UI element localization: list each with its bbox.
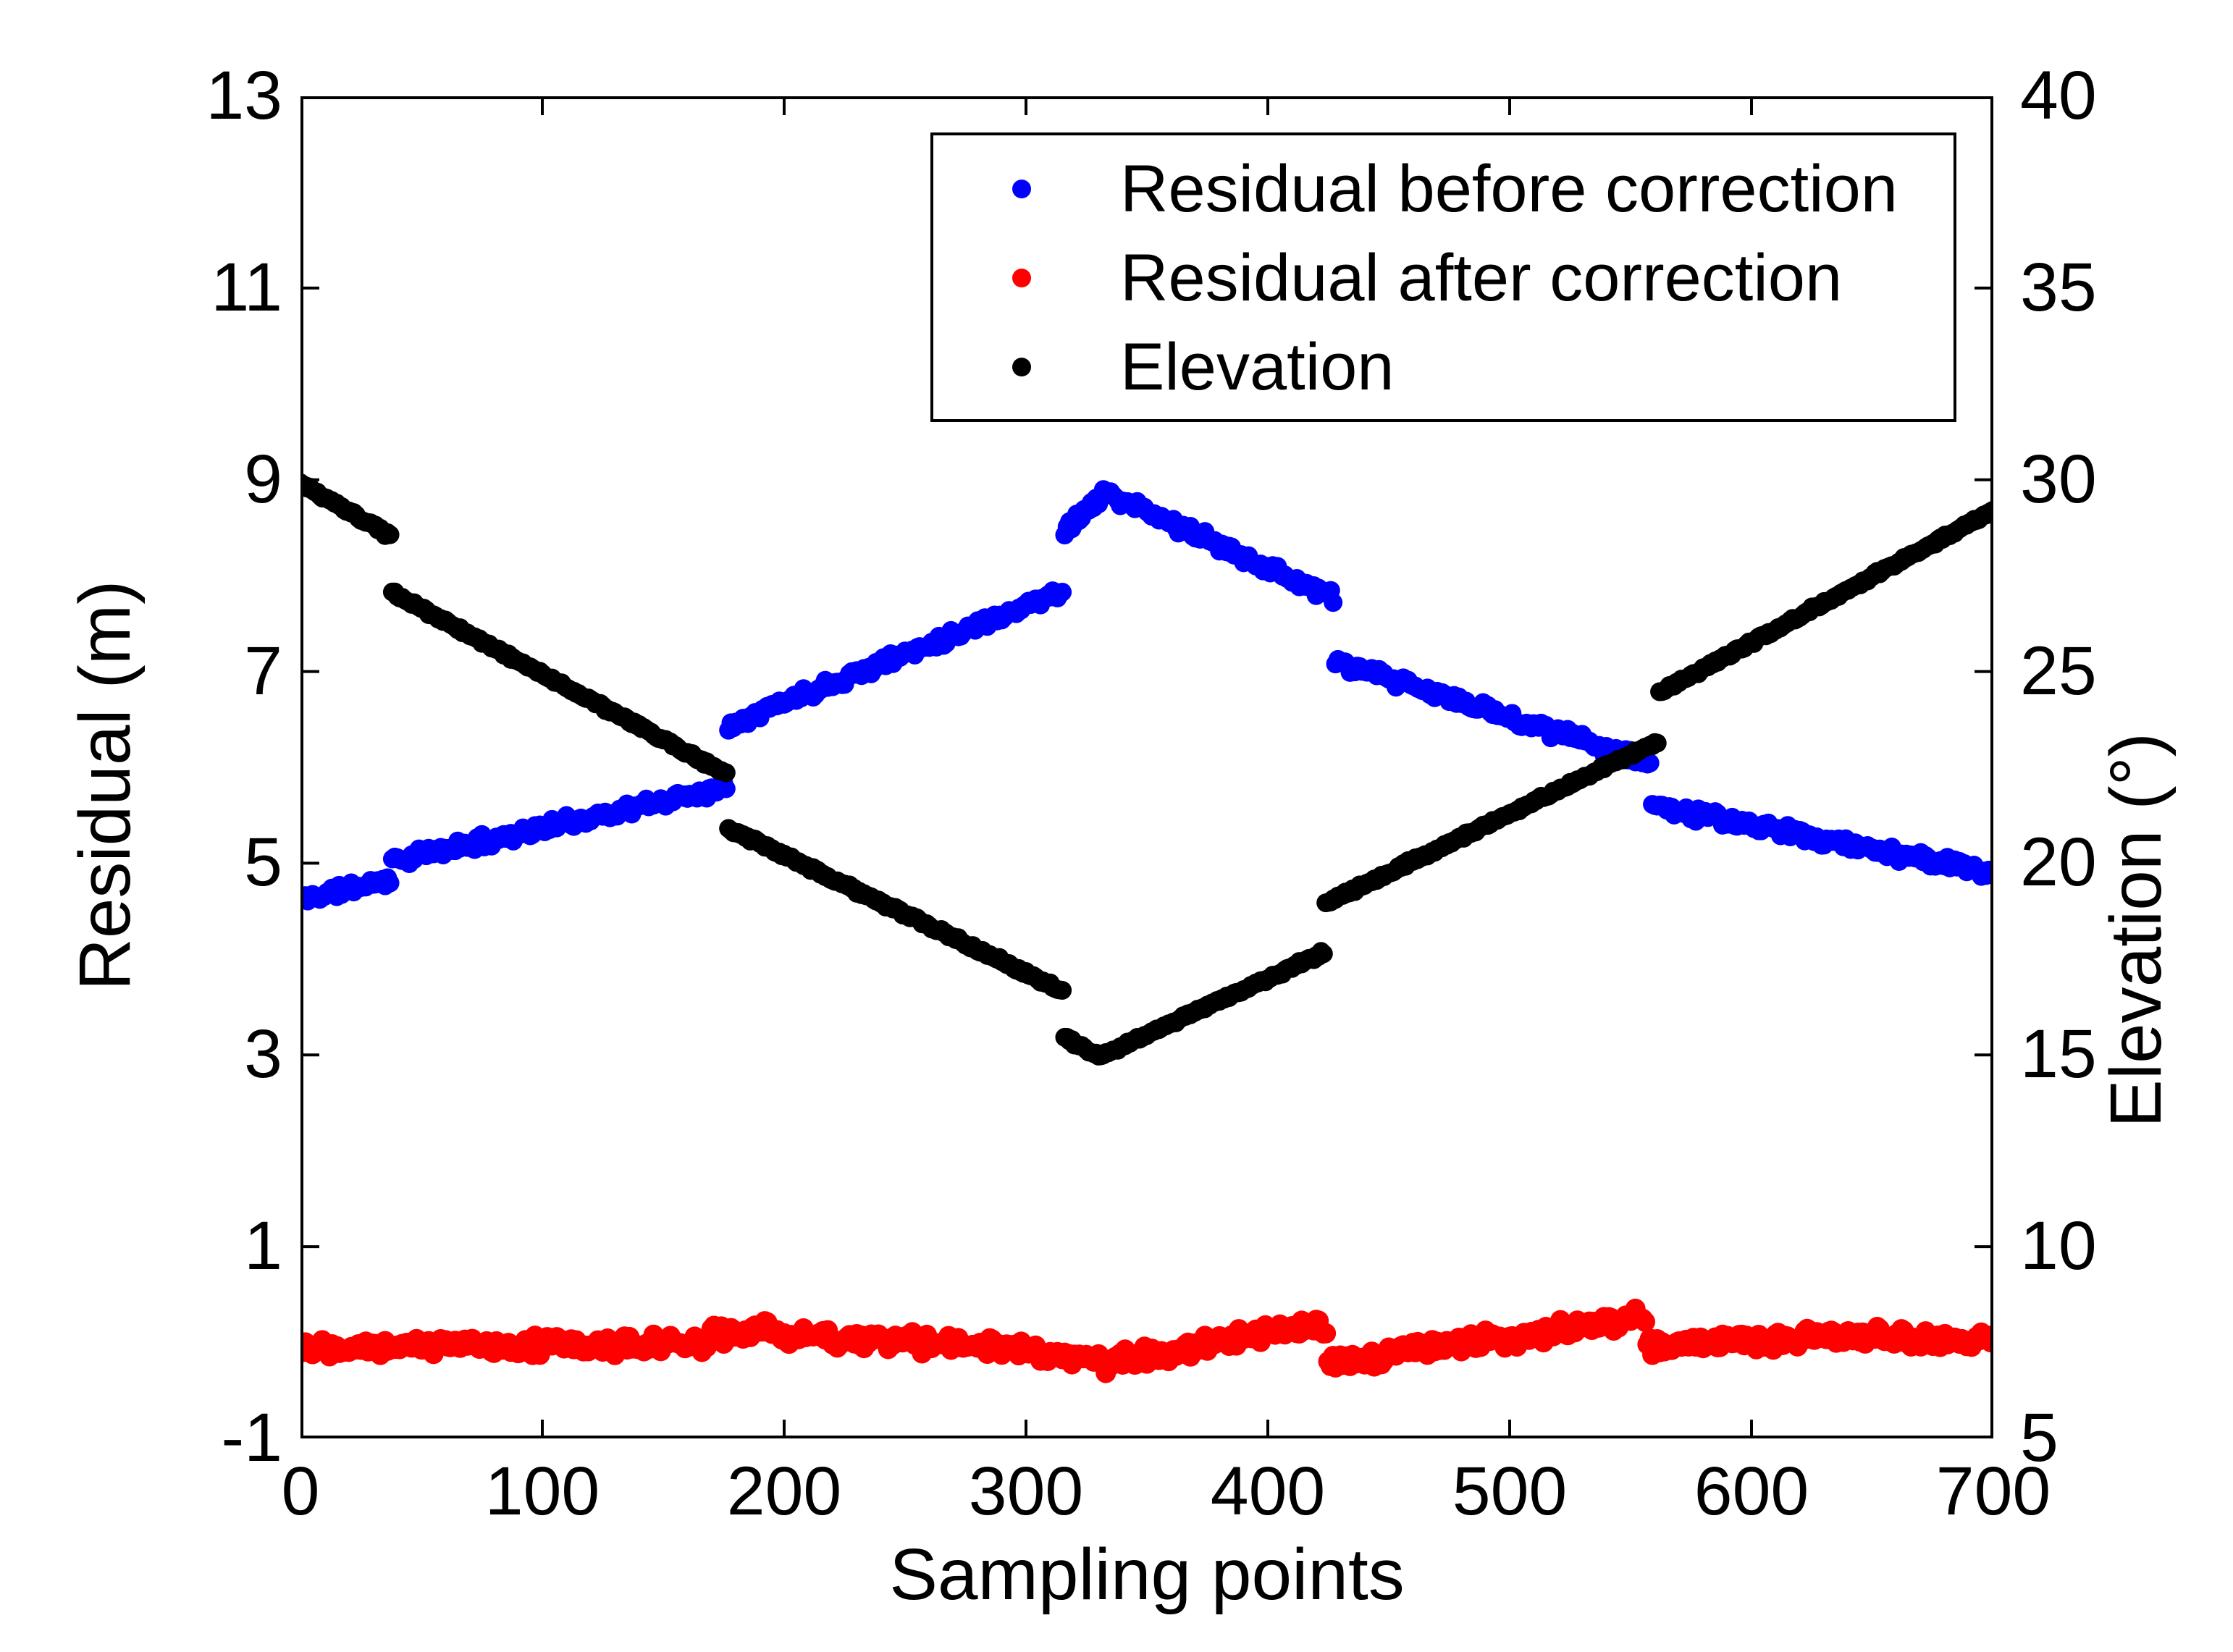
plot-area <box>300 96 1993 1438</box>
left-axis-tick-label: 13 <box>206 57 282 134</box>
x-axis-title: Sampling points <box>889 1534 1405 1615</box>
legend-label: Residual before correction <box>1120 152 1898 226</box>
right-axis-tick-label: 30 <box>2020 440 2097 518</box>
legend-item: Residual before correction <box>933 154 1954 224</box>
right-axis-tick-label: 10 <box>2020 1208 2097 1285</box>
left-axis-tick-label: -1 <box>221 1399 282 1476</box>
right-axis-tick-label: 35 <box>2020 248 2097 326</box>
legend-marker-black-dot <box>1012 358 1031 376</box>
x-axis-tick-label: 600 <box>1694 1453 1809 1530</box>
legend-item: Residual after correction <box>933 243 1954 313</box>
scatter-plot-svg <box>300 96 1993 1438</box>
x-axis-tick-label: 400 <box>1210 1453 1326 1530</box>
legend-marker-blue-dot <box>1012 180 1031 198</box>
left-axis-tick-label: 9 <box>244 440 282 518</box>
x-axis-tick-label: 200 <box>726 1453 842 1530</box>
x-axis-tick-label: 700 <box>1935 1453 2051 1530</box>
left-axis-tick-label: 7 <box>244 632 282 709</box>
x-axis-tick-label: 0 <box>281 1453 320 1530</box>
legend-marker-red-dot <box>1012 269 1031 287</box>
right-axis-tick-label: 15 <box>2020 1016 2097 1093</box>
left-axis-tick-label: 1 <box>244 1208 282 1285</box>
left-axis-tick-label: 5 <box>244 824 282 901</box>
right-axis-tick-label: 40 <box>2020 57 2097 134</box>
right-axis-title: Elevation (°) <box>2095 733 2177 1128</box>
left-axis-tick-label: 11 <box>211 248 282 326</box>
x-axis-tick-label: 300 <box>968 1453 1084 1530</box>
x-axis-tick-label: 100 <box>484 1453 600 1530</box>
legend-label: Residual after correction <box>1120 241 1843 315</box>
x-axis-tick-label: 500 <box>1452 1453 1568 1530</box>
legend: Residual before correction Residual afte… <box>930 132 1956 422</box>
legend-item: Elevation <box>933 332 1954 402</box>
left-axis-tick-label: 3 <box>244 1016 282 1093</box>
right-axis-tick-label: 25 <box>2020 632 2097 709</box>
legend-label: Elevation <box>1120 330 1395 404</box>
right-axis-tick-label: 20 <box>2020 824 2097 901</box>
left-axis-title: Residual (m) <box>64 580 146 991</box>
right-axis-tick-label: 5 <box>2020 1399 2059 1476</box>
